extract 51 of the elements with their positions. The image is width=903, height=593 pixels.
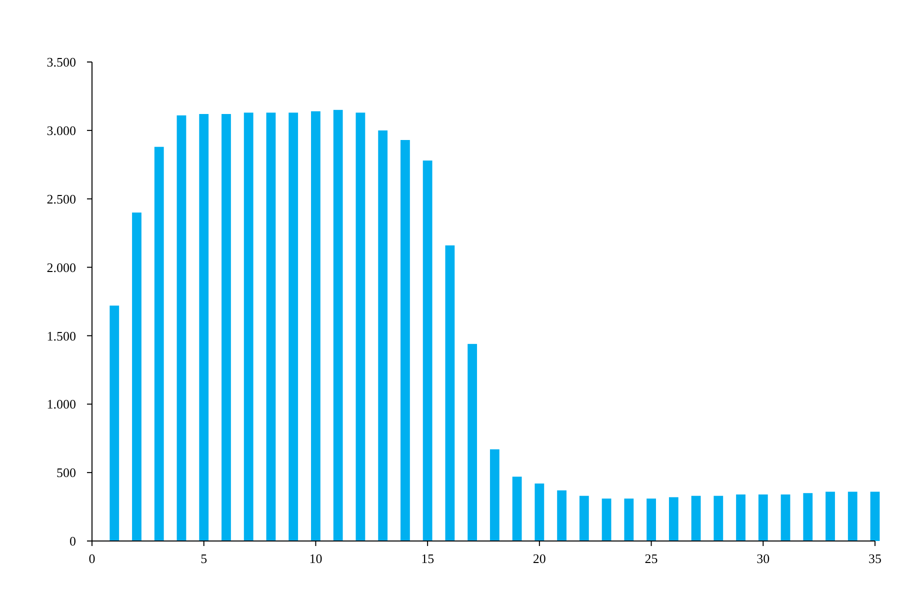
- bar: [132, 212, 142, 541]
- x-tick-label: 20: [532, 551, 546, 566]
- x-tick-label: 5: [200, 551, 208, 566]
- bar: [534, 484, 544, 541]
- bar: [624, 498, 634, 541]
- y-tick-label: 3.500: [46, 54, 76, 70]
- x-tick-label: 15: [421, 551, 434, 566]
- bar: [266, 112, 276, 541]
- y-tick-label: 0: [70, 534, 76, 549]
- bar: [714, 496, 724, 541]
- x-tick-label: 35: [868, 551, 882, 566]
- bar: [826, 492, 835, 541]
- bar: [758, 494, 768, 541]
- x-tick-label: 0: [88, 551, 96, 566]
- bar: [646, 498, 656, 541]
- bar: [691, 496, 701, 541]
- y-tick-label: 500: [56, 465, 76, 480]
- y-tick-label: 2.500: [46, 191, 76, 206]
- bar: [602, 498, 612, 541]
- bar: [736, 494, 746, 541]
- bar: [512, 476, 522, 541]
- bar: [870, 492, 880, 541]
- bar: [222, 114, 231, 541]
- bar: [557, 490, 566, 541]
- bar: [668, 497, 678, 541]
- bar: [333, 110, 343, 541]
- bar: [154, 146, 164, 541]
- bar: [780, 494, 790, 541]
- bar: [110, 306, 120, 541]
- bar: [199, 114, 209, 541]
- y-tick-label: 1.500: [46, 328, 76, 344]
- bar: [579, 496, 589, 541]
- y-tick-label: 1.000: [46, 396, 76, 412]
- bar: [422, 160, 432, 541]
- bar: [244, 112, 254, 541]
- bar: [288, 112, 298, 541]
- bar: [468, 344, 478, 541]
- bar: [445, 245, 455, 541]
- x-tick-label: 30: [756, 551, 770, 566]
- y-tick-label: 3.000: [46, 122, 76, 138]
- x-tick-label: 10: [309, 551, 322, 566]
- y-tick-label: 2.000: [46, 260, 76, 275]
- bar: [803, 493, 813, 541]
- x-tick-label: 25: [644, 551, 658, 566]
- bar: [848, 492, 858, 541]
- bar: [356, 112, 366, 541]
- bar: [311, 111, 320, 541]
- bar: [490, 449, 500, 541]
- bar: [378, 130, 388, 541]
- bar: [400, 140, 410, 541]
- bar: [176, 115, 186, 541]
